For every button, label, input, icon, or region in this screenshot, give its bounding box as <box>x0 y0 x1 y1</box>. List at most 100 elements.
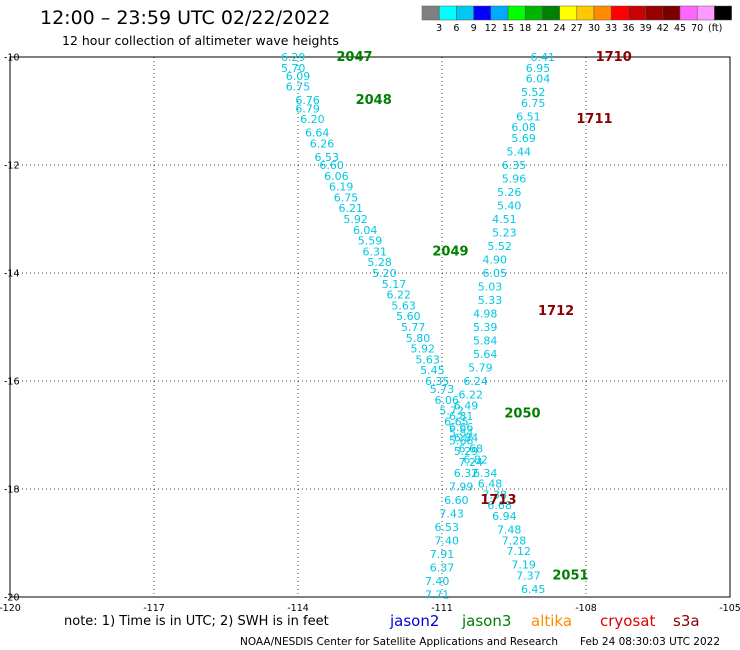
swh-value-label: 7.99 <box>449 480 474 493</box>
legend-swatch <box>576 5 595 21</box>
legend-label: 70 <box>691 23 703 34</box>
swh-value-label: 5.77 <box>401 321 426 334</box>
swh-value-label: 6.06 <box>435 394 460 407</box>
legend-label: 6 <box>453 23 459 34</box>
swh-value-label: 5.52 <box>521 86 546 99</box>
swh-value-label: 7.48 <box>497 524 522 537</box>
swh-value-label: 5.84 <box>473 335 498 348</box>
swh-value-label: 5.66 <box>449 434 474 447</box>
legend-label: 30 <box>588 23 600 34</box>
x-tick-label: -108 <box>575 603 597 614</box>
swh-value-label: 5.63 <box>415 353 440 366</box>
legend-label: 15 <box>502 23 514 34</box>
swh-value-label: 7.40 <box>435 534 460 547</box>
plot-area: 6.295.706.096.756.766.796.206.646.266.53… <box>9 50 731 601</box>
swh-value-label: 5.45 <box>420 364 445 377</box>
swh-value-label: 5.60 <box>396 310 421 323</box>
swh-value-label: 7.71 <box>425 588 450 601</box>
legend-label: 18 <box>519 23 531 34</box>
x-tick-label: -111 <box>431 603 453 614</box>
swh-value-label: 6.75 <box>334 191 359 204</box>
swh-value-label: 6.24 <box>463 375 488 388</box>
swh-value-label: 6.21 <box>339 202 364 215</box>
swh-value-label: 6.09 <box>286 70 311 83</box>
swh-value-label: 5.59 <box>358 235 383 248</box>
footer-note: note: 1) Time is in UTC; 2) SWH is in fe… <box>64 614 329 629</box>
swh-value-label: 5.03 <box>478 281 503 294</box>
swh-value-label: 7.24 <box>459 456 484 469</box>
swh-value-label: 6.32 <box>454 467 479 480</box>
satellite-name: jason2 <box>389 612 439 630</box>
swh-value-label: 6.84 <box>454 432 479 445</box>
legend-swatch <box>559 5 578 21</box>
pass-number-label: 1712 <box>538 304 574 319</box>
swh-value-label: 5.20 <box>372 267 397 280</box>
swh-value-label: 7.38 <box>483 488 508 501</box>
swh-value-label: 6.65 <box>444 416 469 429</box>
legend-swatch <box>507 5 526 21</box>
y-tick-label: -14 <box>4 269 20 280</box>
swh-value-label: 6.79 <box>295 102 320 115</box>
legend-label: 42 <box>657 23 669 34</box>
pass-number-label: 2049 <box>432 244 468 259</box>
y-tick-labels: -10 -12 -14 -16 -18 -20 <box>4 53 20 604</box>
swh-value-label: 4.90 <box>483 254 508 267</box>
swh-value-label: 5.44 <box>507 146 532 159</box>
swh-value-label: 6.35 <box>502 159 527 172</box>
legend-label: 9 <box>471 23 477 34</box>
legend-label: 36 <box>622 23 634 34</box>
data-marks: 6.295.706.096.756.766.796.206.646.266.53… <box>281 50 632 601</box>
satellite-name: jason3 <box>461 612 511 630</box>
swh-value-label: 5.73 <box>430 383 455 396</box>
pass-number-label: 2047 <box>336 50 372 65</box>
legend-swatch <box>628 5 646 21</box>
x-tick-labels: -120 -117 -114 -111 -108 -105 <box>0 603 740 614</box>
swh-value-label: 6.75 <box>521 97 546 110</box>
swh-value-label: 6.60 <box>319 159 344 172</box>
swh-value-label: 7.40 <box>425 575 450 588</box>
pass-number-label: 1711 <box>576 112 612 127</box>
legend-label: 33 <box>605 23 617 34</box>
swh-value-label: 5.79 <box>468 362 493 375</box>
swh-value-label: 6.94 <box>492 510 517 523</box>
swh-value-label: 6.51 <box>516 110 541 123</box>
swh-value-label: 6.22 <box>459 389 484 402</box>
legend-swatch <box>421 5 440 21</box>
x-tick-label: -117 <box>143 603 165 614</box>
swh-value-label: 5.72 <box>439 405 464 418</box>
x-tick-label: -105 <box>719 603 740 614</box>
legend-label: 27 <box>571 23 583 34</box>
swh-value-label: 5.84 <box>449 426 474 439</box>
swh-value-label: 5.28 <box>367 256 392 269</box>
swh-value-label: 5.69 <box>511 132 536 145</box>
pass-number-label: 2051 <box>552 568 588 583</box>
swh-value-label: 4.51 <box>492 213 517 226</box>
swh-value-label: 5.63 <box>391 299 416 312</box>
grid-lines <box>10 57 730 597</box>
swh-value-label: 5.33 <box>478 294 503 307</box>
swh-value-label: 6.68 <box>459 443 484 456</box>
swh-value-label: 6.31 <box>363 245 388 258</box>
swh-value-label: 6.29 <box>281 51 306 64</box>
swh-value-label: 6.08 <box>511 121 536 134</box>
satellite-name: s3a <box>673 612 700 630</box>
swh-value-label: 7.37 <box>516 569 541 582</box>
swh-value-label: 7.12 <box>507 545 532 558</box>
chart-title: 12:00 – 23:59 UTC 02/22/2022 <box>40 7 330 29</box>
footer-timestamp: Feb 24 08:30:03 UTC 2022 <box>580 636 720 648</box>
legend-swatch <box>610 5 629 21</box>
swh-value-label: 6.22 <box>387 289 412 302</box>
swh-value-label: 7.91 <box>430 548 455 561</box>
swh-value-label: 6.66 <box>449 421 474 434</box>
legend-label: 24 <box>554 23 566 34</box>
swh-value-label: 6.81 <box>449 410 474 423</box>
swh-value-label: 5.23 <box>492 227 517 240</box>
legend-unit: (ft) <box>708 23 722 34</box>
swh-value-label: 6.95 <box>526 62 551 75</box>
y-tick-label: -20 <box>4 593 20 604</box>
legend-label: 45 <box>674 23 686 34</box>
color-legend: 3 6 9 12 15 18 21 24 27 30 33 36 39 42 45 70 <box>421 5 732 34</box>
swh-value-label: 6.76 <box>295 94 320 107</box>
swh-value-label: 6.34 <box>473 467 498 480</box>
swh-value-label: 7.43 <box>439 507 464 520</box>
